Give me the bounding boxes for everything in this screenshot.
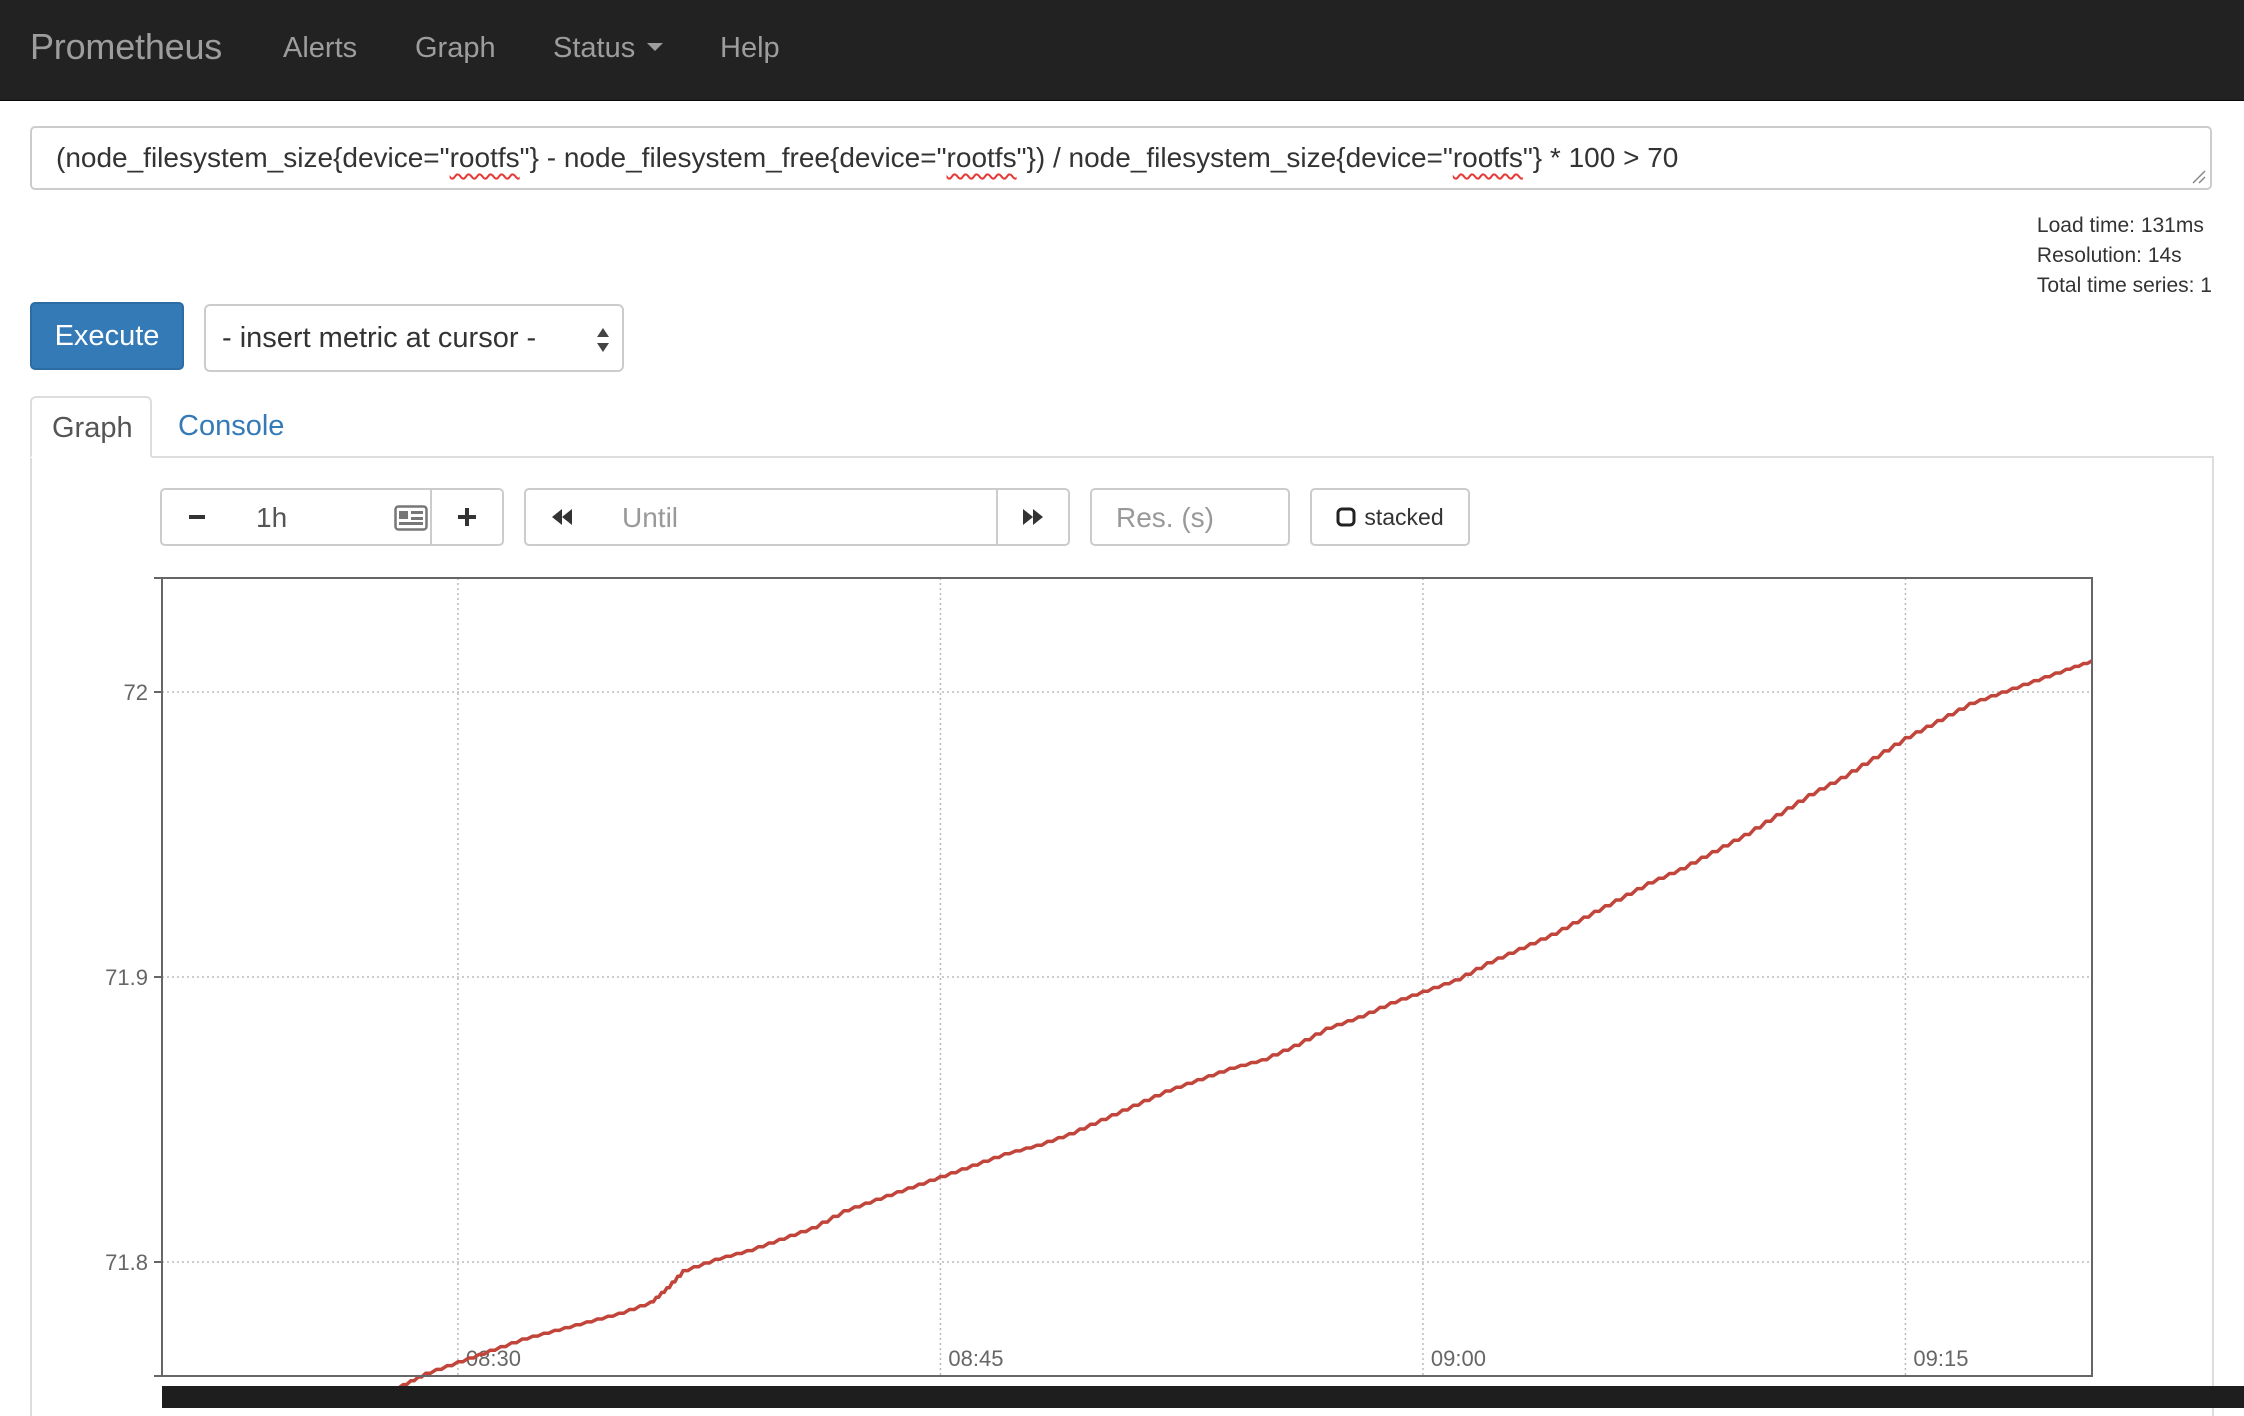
resolution-input[interactable]: Res. (s) (1090, 488, 1290, 546)
resize-handle-icon[interactable] (2190, 168, 2206, 184)
x-tick-label: 09:00 (1431, 1346, 1486, 1371)
until-input-placeholder: Until (622, 502, 679, 533)
forward-icon (1023, 509, 1043, 525)
tabs-divider (30, 456, 2214, 458)
nav-item-status-label: Status (553, 32, 636, 64)
range-input-value: 1h (256, 502, 288, 533)
insert-metric-select[interactable]: - insert metric at cursor - (204, 304, 624, 372)
y-tick-label: 71.8 (105, 1250, 148, 1275)
range-increase-button[interactable] (430, 488, 504, 546)
expression-part-misspelled: rootfs (449, 142, 520, 173)
expression-part: "} * 100 > 70 (1522, 142, 1679, 173)
query-stats: Load time: 131ms Resolution: 14s Total t… (2037, 211, 2212, 301)
expression-part-misspelled: rootfs (1452, 142, 1523, 173)
stacked-toggle-button[interactable]: stacked (1310, 488, 1470, 546)
tab-console[interactable]: Console (178, 410, 285, 442)
nav-item-help[interactable]: Help (720, 32, 780, 64)
caret-down-icon (647, 43, 664, 52)
until-input[interactable]: Until (598, 488, 998, 546)
expression-part-misspelled: rootfs (946, 142, 1017, 173)
nav-item-alerts[interactable]: Alerts (283, 32, 358, 64)
x-tick-label: 09:15 (1913, 1346, 1968, 1371)
brand-logo[interactable]: Prometheus (30, 26, 223, 67)
select-arrows-icon (597, 328, 609, 352)
range-input[interactable]: 1h (232, 488, 432, 546)
resolution: Resolution: 14s (2036, 244, 2182, 267)
expression-input[interactable]: (node_filesystem_size{device="rootfs"} -… (30, 126, 2212, 190)
total-time-series: Total time series: 1 (2036, 274, 2212, 297)
tab-graph[interactable]: Graph (30, 396, 152, 458)
nav-item-graph[interactable]: Graph (415, 32, 496, 64)
graph-panel (30, 456, 2214, 1416)
expression-text: (node_filesystem_size{device="rootfs"} -… (56, 142, 1678, 174)
time-backward-button[interactable] (524, 488, 600, 546)
expression-part: "} - node_filesystem_free{device=" (519, 142, 947, 173)
insert-metric-selected: - insert metric at cursor - (222, 322, 537, 354)
backward-icon (552, 509, 572, 525)
series-line[interactable] (162, 659, 2093, 1408)
chart-frame (161, 577, 2093, 1377)
expression-part: (node_filesystem_size{device=" (56, 142, 450, 173)
navbar: Prometheus Alerts Graph Status Help (0, 0, 2244, 101)
nav-item-status[interactable]: Status (553, 32, 664, 65)
stacked-label: stacked (1364, 503, 1444, 530)
minus-icon (189, 515, 205, 519)
y-tick-label: 72 (124, 680, 148, 705)
plus-icon (458, 508, 476, 526)
load-time: Load time: 131ms (2036, 214, 2204, 237)
range-decrease-button[interactable] (160, 488, 234, 546)
calendar-icon[interactable] (394, 505, 428, 531)
x-tick-label: 08:45 (948, 1346, 1003, 1371)
time-forward-button[interactable] (996, 488, 1070, 546)
legend-bar (162, 1386, 2244, 1408)
execute-button[interactable]: Execute (30, 302, 184, 370)
y-tick-label: 71.9 (105, 965, 148, 990)
checkbox-icon (1336, 507, 1356, 527)
expression-part: "}) / node_filesystem_size{device=" (1016, 142, 1453, 173)
resolution-input-placeholder: Res. (s) (1116, 502, 1214, 533)
